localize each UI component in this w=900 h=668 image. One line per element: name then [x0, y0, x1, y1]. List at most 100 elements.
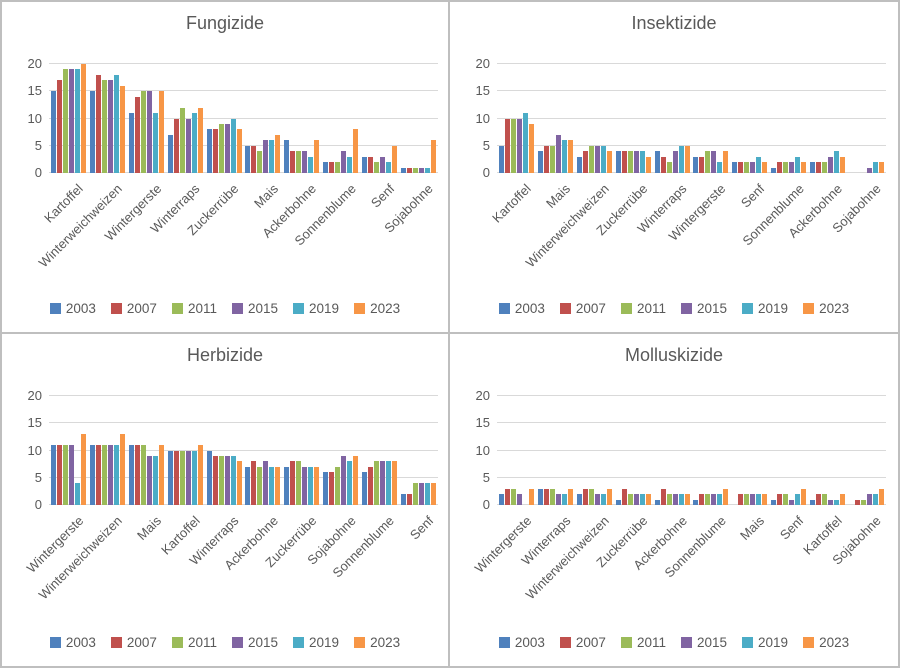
bar-group: [810, 64, 846, 173]
y-axis-tick: 10: [27, 442, 42, 458]
legend-item: 2007: [559, 301, 606, 316]
bar-2019: [152, 113, 158, 173]
bar-2023: [314, 466, 320, 505]
bar-2011: [822, 494, 828, 505]
bar-group: [323, 396, 359, 505]
bar-2019: [269, 140, 275, 173]
bar-2011: [860, 499, 866, 505]
bar-2011: [627, 151, 633, 173]
bar-2019: [795, 494, 801, 505]
gridline: [49, 144, 438, 146]
gridline: [49, 63, 438, 64]
y-axis-tick: 0: [482, 497, 490, 512]
category-axis: Kartoffel Winterweichweizen Wintergerste Wi…: [2, 178, 448, 278]
bar-2011: [62, 69, 68, 173]
bar-2019: [756, 494, 762, 505]
bar-2011: [783, 494, 789, 505]
bar-2003: [537, 151, 543, 173]
legend-swatch-2019: [742, 637, 754, 648]
bar-2011: [588, 145, 594, 173]
bar-2015: [789, 162, 795, 173]
bar-2011: [179, 107, 185, 173]
bar-2015: [866, 167, 872, 173]
bar-2007: [212, 455, 218, 505]
legend-swatch-2003: [49, 637, 61, 648]
bar-2003: [576, 494, 582, 505]
bar-2015: [302, 466, 308, 505]
bar-2011: [627, 494, 633, 505]
bar-2015: [516, 494, 522, 505]
bar-2019: [308, 466, 314, 505]
legend-label: 2023: [819, 635, 850, 650]
bar-group: [50, 64, 86, 173]
bar-group: [245, 396, 281, 505]
legend-swatch-2003: [49, 303, 61, 314]
bar-2003: [167, 450, 173, 505]
bar-2007: [95, 445, 101, 505]
bar-2007: [173, 118, 179, 173]
bar-2015: [555, 134, 561, 173]
legend-item: 2011: [171, 301, 217, 316]
bar-2015: [380, 461, 386, 505]
bar-2007: [621, 151, 627, 173]
bar-2011: [666, 162, 672, 173]
y-axis-tick: 0: [34, 165, 42, 180]
bar-2023: [275, 134, 281, 173]
bar-group: [323, 64, 359, 173]
bar-2011: [412, 483, 418, 505]
bar-2023: [567, 140, 573, 173]
bar-2019: [74, 483, 80, 505]
bar-2007: [738, 494, 744, 505]
bar-2023: [80, 434, 86, 505]
bar-2023: [762, 162, 768, 173]
bar-2015: [107, 80, 113, 173]
bar-2023: [430, 140, 436, 173]
bar-2023: [840, 494, 846, 505]
legend-swatch-2011: [620, 303, 632, 314]
bar-2015: [418, 167, 424, 173]
bar-2003: [245, 466, 251, 505]
legend-label: 2003: [514, 635, 545, 650]
bar-2007: [368, 466, 374, 505]
bar-2011: [822, 162, 828, 173]
chart-molluskizide: Molluskizide 0 5 10 15 20 Wintergerste Winterra…: [450, 334, 898, 666]
legend-swatch-2015: [680, 303, 692, 314]
legend-label: 2003: [514, 301, 545, 316]
legend-label: 2023: [370, 301, 401, 316]
bar-2003: [128, 113, 134, 173]
legend-item: 2003: [49, 301, 96, 316]
bar-2007: [777, 162, 783, 173]
bar-2007: [406, 494, 412, 505]
bar-2007: [504, 118, 510, 173]
bar-2015: [633, 151, 639, 173]
bar-2007: [582, 151, 588, 173]
bar-2007: [134, 96, 140, 173]
bar-2003: [615, 499, 621, 505]
gridline: [497, 172, 886, 173]
bar-2007: [173, 450, 179, 505]
bar-group: [771, 64, 807, 173]
y-axis-tick: 15: [475, 415, 490, 431]
legend-label: 2023: [370, 635, 401, 650]
legend-item: 2023: [354, 635, 400, 650]
bar-2003: [615, 151, 621, 173]
bar-2007: [406, 167, 412, 173]
bar-2003: [654, 151, 660, 173]
bar-2019: [717, 162, 723, 173]
y-axis-tick: 0: [34, 497, 42, 512]
bar-group: [771, 396, 807, 505]
y-axis-tick: 20: [475, 388, 490, 403]
bar-group: [849, 396, 884, 505]
bar-2003: [323, 472, 329, 505]
y-axis-tick: 20: [27, 56, 42, 71]
chart-title: Insektizide: [631, 13, 717, 33]
bar-2023: [684, 145, 690, 173]
legend-label: 2007: [126, 301, 157, 316]
chart-title: Molluskizide: [624, 345, 724, 365]
legend-label: 2011: [187, 635, 217, 650]
legend-label: 2007: [575, 635, 606, 650]
bar-2007: [699, 494, 705, 505]
bar-2011: [257, 466, 263, 505]
bar-group: [362, 396, 398, 505]
